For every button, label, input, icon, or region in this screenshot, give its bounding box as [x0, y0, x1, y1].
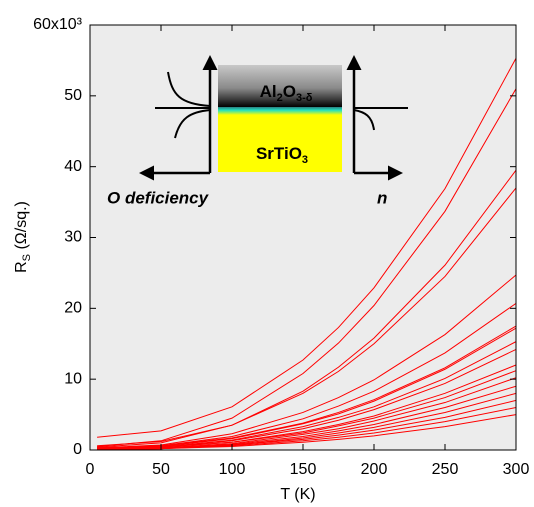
x-tick-label: 200: [361, 461, 388, 478]
y-tick-label: 60x10³: [33, 16, 83, 33]
right-profile: [353, 107, 408, 131]
series-line: [97, 187, 517, 447]
left-profile: [155, 71, 211, 139]
x-tick-label: 0: [86, 461, 95, 478]
y-tick-label: 10: [64, 370, 82, 387]
substrate: [218, 115, 342, 172]
left-axis-label: O deficiency: [107, 188, 210, 207]
x-tick-label: 300: [503, 461, 530, 478]
x-tick-label: 250: [432, 461, 459, 478]
series-line: [97, 370, 517, 450]
series-line: [97, 58, 517, 438]
top-layer-label: Al2O3-δ: [260, 82, 313, 103]
y-tick-label: 20: [64, 300, 82, 317]
series-line: [97, 88, 517, 447]
y-tick-label: 40: [64, 158, 82, 175]
inset: Al2O3-δ SrTiO3 O deficiency n: [107, 55, 408, 207]
x-tick-label: 100: [219, 461, 246, 478]
substrate-label: SrTiO3: [256, 144, 308, 165]
x-axis-label: T (K): [280, 486, 315, 503]
series-line: [97, 414, 517, 450]
series-line: [97, 169, 517, 448]
top-layer: [218, 65, 342, 107]
series-line: [97, 377, 517, 450]
right-axis-label: n: [377, 188, 387, 207]
series-line: [97, 274, 517, 449]
series-line: [97, 325, 517, 449]
x-tick-label: 150: [290, 461, 317, 478]
y-tick-label: 50: [64, 87, 82, 104]
y-axis-label: RS (Ω/sq.): [13, 201, 33, 273]
x-tick-label: 50: [152, 461, 170, 478]
y-tick-label: 30: [64, 229, 82, 246]
series-line: [97, 327, 517, 450]
interface: [218, 107, 342, 115]
y-tick-label: 0: [73, 441, 82, 458]
